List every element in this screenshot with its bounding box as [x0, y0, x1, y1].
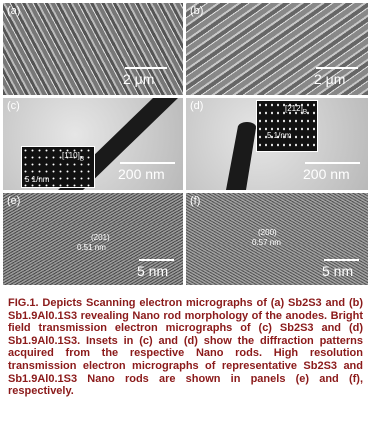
- scale-text: 5 nm: [137, 263, 169, 279]
- nanorod: [226, 122, 256, 190]
- panel-label: (b): [190, 5, 204, 17]
- scale-text: 200 nm: [303, 166, 350, 182]
- zone-axis: [2̄12]B: [285, 104, 307, 116]
- panel-label: (a): [7, 5, 21, 17]
- scale-text: 2 μm: [314, 71, 346, 87]
- diffraction-inset: [1̄10]B 5 1/nm: [21, 146, 95, 188]
- lattice-spacing: 0.57 nm: [252, 238, 281, 247]
- scale-bar: [139, 259, 174, 261]
- scale-text: 5 nm: [322, 263, 354, 279]
- panel-label: (e): [7, 195, 21, 207]
- scale-bar: [324, 259, 359, 261]
- scale-bar: [316, 67, 358, 69]
- inset-scale: 5 1/nm: [267, 131, 292, 140]
- scale-bar: [125, 67, 167, 69]
- scale-text: 200 nm: [118, 166, 165, 182]
- scale-bar: [120, 162, 175, 164]
- panel-label: (f): [190, 195, 201, 207]
- diffraction-inset: [2̄12]B 5 1/nm: [256, 100, 318, 152]
- scale-bar: [305, 162, 360, 164]
- inset-scale: 5 1/nm: [25, 175, 50, 184]
- panel-label: (d): [190, 100, 204, 112]
- zone-sub: B: [79, 155, 85, 163]
- zone-sub: B: [302, 108, 308, 116]
- tem-panel: (d) [2̄12]B 5 1/nm 200 nm: [186, 98, 368, 190]
- caption: FIG.1. Depicts Scanning electron microgr…: [8, 297, 363, 398]
- sem-panel: (b) 2 μm: [186, 3, 368, 95]
- sem-panel: (a) 2 μm: [3, 3, 183, 95]
- zone-axis: [1̄10]B: [62, 151, 84, 163]
- tem-panel: (c) [1̄10]B 5 1/nm 200 nm: [3, 98, 183, 190]
- zone-axis-text: [1̄10]: [62, 151, 80, 160]
- lattice-plane: (201): [91, 233, 110, 242]
- lattice-spacing: 0.51 nm: [77, 243, 106, 252]
- panel-label: (c): [7, 100, 20, 112]
- hrtem-panel: (e) (201) 0.51 nm 5 nm: [3, 193, 183, 285]
- hrtem-panel: (f) (200) 0.57 nm 5 nm: [186, 193, 368, 285]
- scale-text: 2 μm: [123, 71, 155, 87]
- zone-axis-text: [2̄12]: [285, 104, 303, 113]
- lattice-plane: (200): [258, 228, 277, 237]
